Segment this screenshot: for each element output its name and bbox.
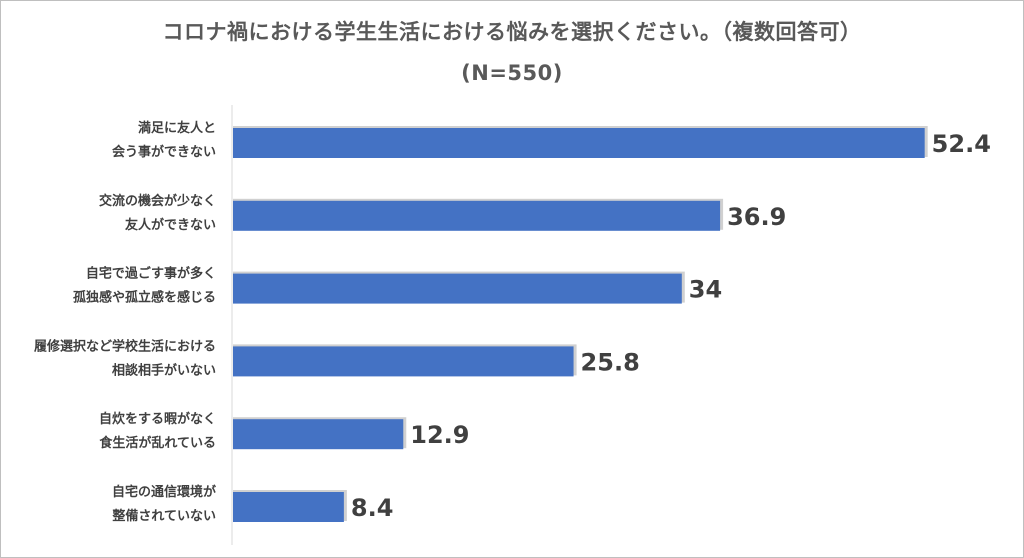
data-label-5: 8.4 (351, 494, 394, 522)
category-label-5-line-1: 整備されていない (111, 508, 216, 524)
data-label-3: 25.8 (581, 348, 640, 376)
data-label-4: 12.9 (410, 421, 469, 449)
chart-title: コロナ禍における学生生活における悩みを選択ください。（複数回答可） (162, 20, 862, 44)
bar-5 (233, 492, 344, 522)
category-label-0-line-0: 満足に友人と (138, 120, 216, 136)
bar-1 (233, 200, 721, 231)
category-label-0-line-1: 会う事ができない (112, 144, 216, 160)
bar-0 (233, 128, 925, 158)
category-label-4-line-1: 食生活が乱れている (99, 435, 216, 451)
bar-4 (233, 419, 404, 450)
category-label-1-line-1: 友人ができない (125, 217, 216, 233)
category-label-5-line-0: 自宅の通信環境が (112, 484, 216, 500)
data-label-1: 36.9 (727, 203, 786, 231)
bar-2 (233, 273, 682, 304)
category-label-3-line-0: 履修選択など学校生活における (34, 338, 216, 354)
chart-subtitle: (N=550) (461, 61, 563, 85)
bar-3 (233, 346, 574, 377)
category-label-2-line-0: 自宅で過ごす事が多く (86, 266, 216, 282)
category-label-2-line-1: 孤独感や孤立感を感じる (73, 290, 216, 306)
category-label-1-line-0: 交流の機会が少なく (99, 193, 216, 209)
data-label-0: 52.4 (932, 130, 991, 158)
category-label-3-line-1: 相談相手がいない (112, 362, 216, 378)
data-label-2: 34 (689, 276, 722, 304)
category-label-4-line-0: 自炊をする暇がなく (99, 411, 216, 427)
